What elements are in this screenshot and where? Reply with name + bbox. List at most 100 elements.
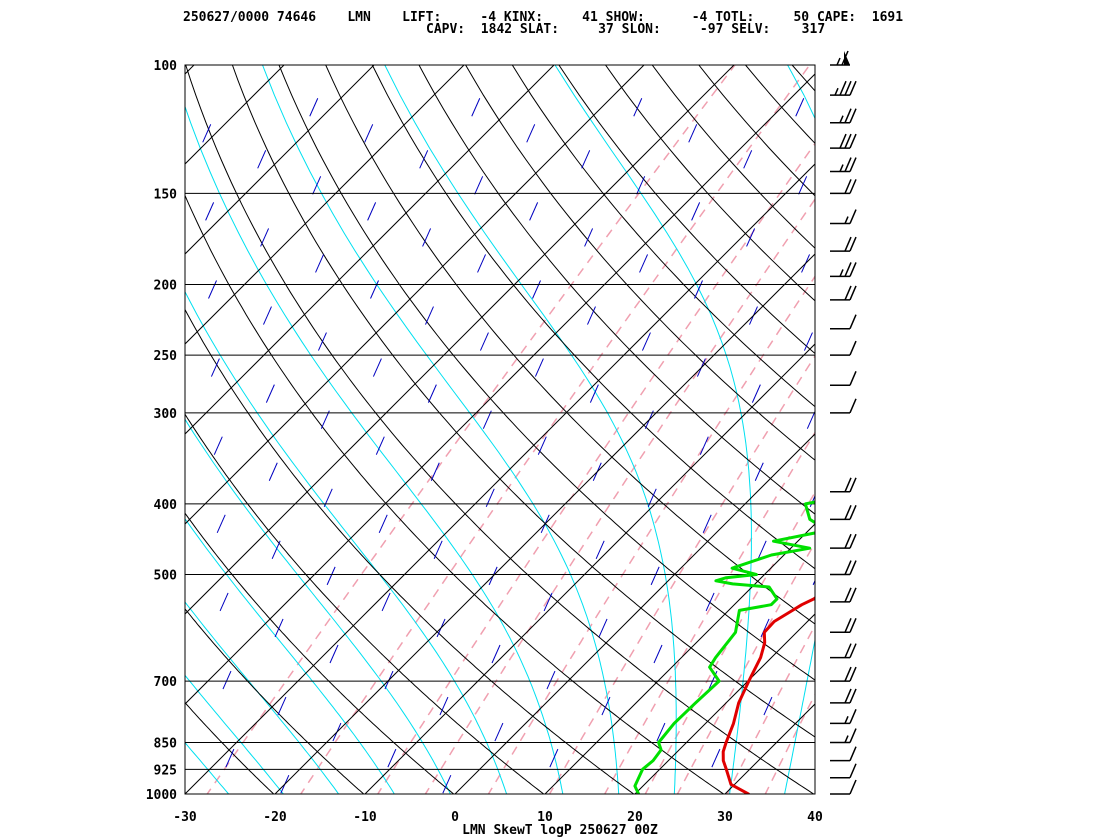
dry-adiabat — [185, 413, 545, 794]
blue-dash-mark — [12, 801, 20, 819]
mixing-ratio-line — [206, 65, 736, 794]
wind-barb-full — [849, 746, 857, 761]
blue-dash-mark — [958, 98, 966, 116]
wind-barb — [830, 746, 857, 762]
blue-dash-mark — [364, 124, 374, 143]
blue-dash-mark — [862, 437, 870, 455]
moist-adiabat — [185, 517, 395, 794]
blue-dash-mark — [381, 592, 391, 612]
header-line-2: CAPV: 1842 SLAT: 37 SLON: -97 SELV: 317 — [426, 22, 825, 37]
blue-dash-mark — [1030, 593, 1038, 611]
wind-barb-full — [849, 133, 857, 149]
blue-dash-mark — [477, 254, 487, 273]
blue-dash-mark — [917, 463, 925, 481]
wind-barb-full — [849, 763, 857, 779]
blue-dash-mark — [702, 514, 712, 534]
blue-dash-mark — [601, 696, 611, 716]
blue-dash-mark — [920, 541, 928, 559]
blue-dash-mark — [375, 436, 385, 455]
blue-dash-mark — [1024, 437, 1032, 455]
blue-dash-mark — [906, 150, 914, 168]
blue-dash-mark — [914, 385, 922, 403]
dry-adiabat-lines — [185, 65, 1120, 809]
pressure-tick-label: 100 — [154, 59, 178, 74]
temperature-tick-labels: -30 -20 -10 0 10 20 30 40 — [173, 810, 823, 825]
blue-dash-mark — [312, 176, 322, 195]
blue-dash-mark — [154, 254, 162, 272]
blue-dash-mark — [482, 410, 492, 429]
blue-dash-mark — [981, 723, 989, 741]
mixing-ratio-line — [424, 197, 815, 794]
pressure-tick-label: 700 — [154, 675, 178, 690]
wind-barb-full — [844, 688, 852, 704]
blue-dash-mark — [216, 514, 226, 534]
blue-dash-mark — [978, 645, 986, 663]
blue-dash-mark — [309, 98, 319, 117]
temperature-tick-label: 20 — [627, 810, 643, 825]
blue-dash-mark — [595, 540, 605, 560]
wind-barb-full — [849, 587, 857, 603]
pressure-tick-label: 500 — [154, 569, 178, 584]
blue-dash-mark — [650, 566, 660, 586]
blue-dash-mark — [1076, 385, 1084, 403]
blue-dash-mark — [119, 775, 127, 793]
pressure-tick-labels: 100 150 200 250 300 400 500 700 850 925 1000 — [146, 59, 177, 803]
wind-barb-full — [849, 262, 857, 277]
blue-dash-mark — [754, 462, 764, 481]
blue-dash-mark — [0, 333, 2, 351]
wind-barb-full — [849, 728, 857, 743]
wind-barb — [830, 779, 857, 795]
wind-barb-full — [844, 157, 852, 172]
mixing-ratio-line — [376, 142, 815, 794]
wind-barb-full — [844, 666, 852, 682]
blue-dash-mark — [1021, 359, 1029, 377]
blue-dash-mark — [101, 307, 109, 325]
blue-dash-mark — [274, 618, 284, 638]
blue-dash-mark — [317, 332, 327, 351]
wind-barb-full — [844, 560, 852, 575]
blue-dash-mark — [688, 124, 698, 143]
blue-dash-mark — [225, 748, 235, 768]
blue-dash-mark — [64, 749, 72, 767]
blue-dash-mark — [653, 644, 663, 664]
blue-dash-mark — [584, 228, 594, 247]
isotherm-line — [0, 65, 14, 794]
blue-dash-mark — [44, 202, 52, 220]
blue-dash-mark — [1027, 515, 1035, 533]
wind-barb — [830, 262, 857, 278]
wind-barb-full — [849, 179, 857, 194]
plot-frame-rect — [184, 64, 816, 795]
wind-barb-full — [844, 587, 852, 603]
blue-dash-mark — [156, 333, 164, 351]
blue-dash-mark — [1085, 619, 1093, 637]
blue-dash-mark — [526, 124, 536, 143]
isotherm-lines — [0, 65, 815, 794]
blue-dash-mark — [430, 462, 440, 481]
isotherm-line — [185, 65, 735, 615]
blue-dash-mark — [263, 306, 272, 325]
isotherm-line — [185, 65, 645, 525]
dry-adiabat — [1025, 65, 1120, 809]
blue-dash-mark — [1016, 202, 1024, 220]
dry-adiabat — [278, 65, 815, 681]
blue-dash-mark — [219, 592, 229, 612]
wind-barb — [830, 617, 857, 634]
blue-dash-mark — [865, 515, 873, 533]
blue-dash-mark — [926, 697, 934, 715]
blue-dash-mark — [110, 541, 118, 559]
blue-dash-mark — [442, 774, 452, 794]
blue-dash-mark — [9, 723, 17, 741]
wind-barb-half — [834, 87, 839, 96]
wind-barb-half — [836, 57, 841, 66]
blue-dash-mark — [257, 150, 267, 169]
blue-dash-mark — [222, 670, 232, 690]
wind-barb — [830, 763, 857, 779]
blue-dash-mark — [975, 567, 983, 585]
blue-dash-mark — [543, 592, 553, 612]
wind-barb — [830, 314, 857, 330]
wind-barb-full — [849, 157, 857, 172]
blue-dash-mark — [812, 579, 815, 586]
dry-adiabat — [698, 65, 815, 197]
blue-dash-mark — [1082, 541, 1090, 559]
blue-dash-mark — [1019, 280, 1027, 298]
